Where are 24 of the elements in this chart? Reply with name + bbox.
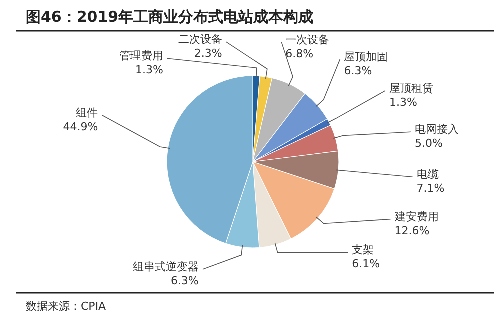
data-label: 44.9% [63, 120, 98, 134]
data-label: 6.1% [352, 258, 380, 271]
slice-label: 一次设备 [286, 33, 330, 46]
data-label: 6.3% [344, 64, 372, 78]
data-label: 2.3% [194, 47, 222, 60]
chart-title: 图46：2019年工商业分布式电站成本构成 [26, 8, 314, 26]
data-label: 6.3% [170, 274, 199, 288]
slice-label: 二次设备 [178, 33, 222, 46]
slice-label: 电缆 [416, 168, 439, 182]
slice-label: 建安费用 [394, 210, 439, 224]
slice-label: 管理费用 [119, 50, 164, 63]
slice-label: 屋顶加固 [344, 50, 388, 64]
slice-label: 屋顶租赁 [390, 82, 434, 95]
slice-label: 电网接入 [414, 123, 459, 136]
slice-label: 支架 [352, 244, 374, 257]
data-label: 1.3% [390, 96, 418, 109]
data-label: 5.0% [414, 137, 443, 150]
slice-label: 组串式逆变器 [132, 260, 199, 274]
source-note: 数据来源：CPIA [26, 300, 107, 313]
data-label: 6.8% [286, 47, 314, 60]
data-label: 12.6% [394, 224, 430, 238]
slice-label: 组件 [76, 106, 98, 120]
data-label: 1.3% [135, 64, 164, 77]
data-label: 7.1% [416, 182, 445, 196]
